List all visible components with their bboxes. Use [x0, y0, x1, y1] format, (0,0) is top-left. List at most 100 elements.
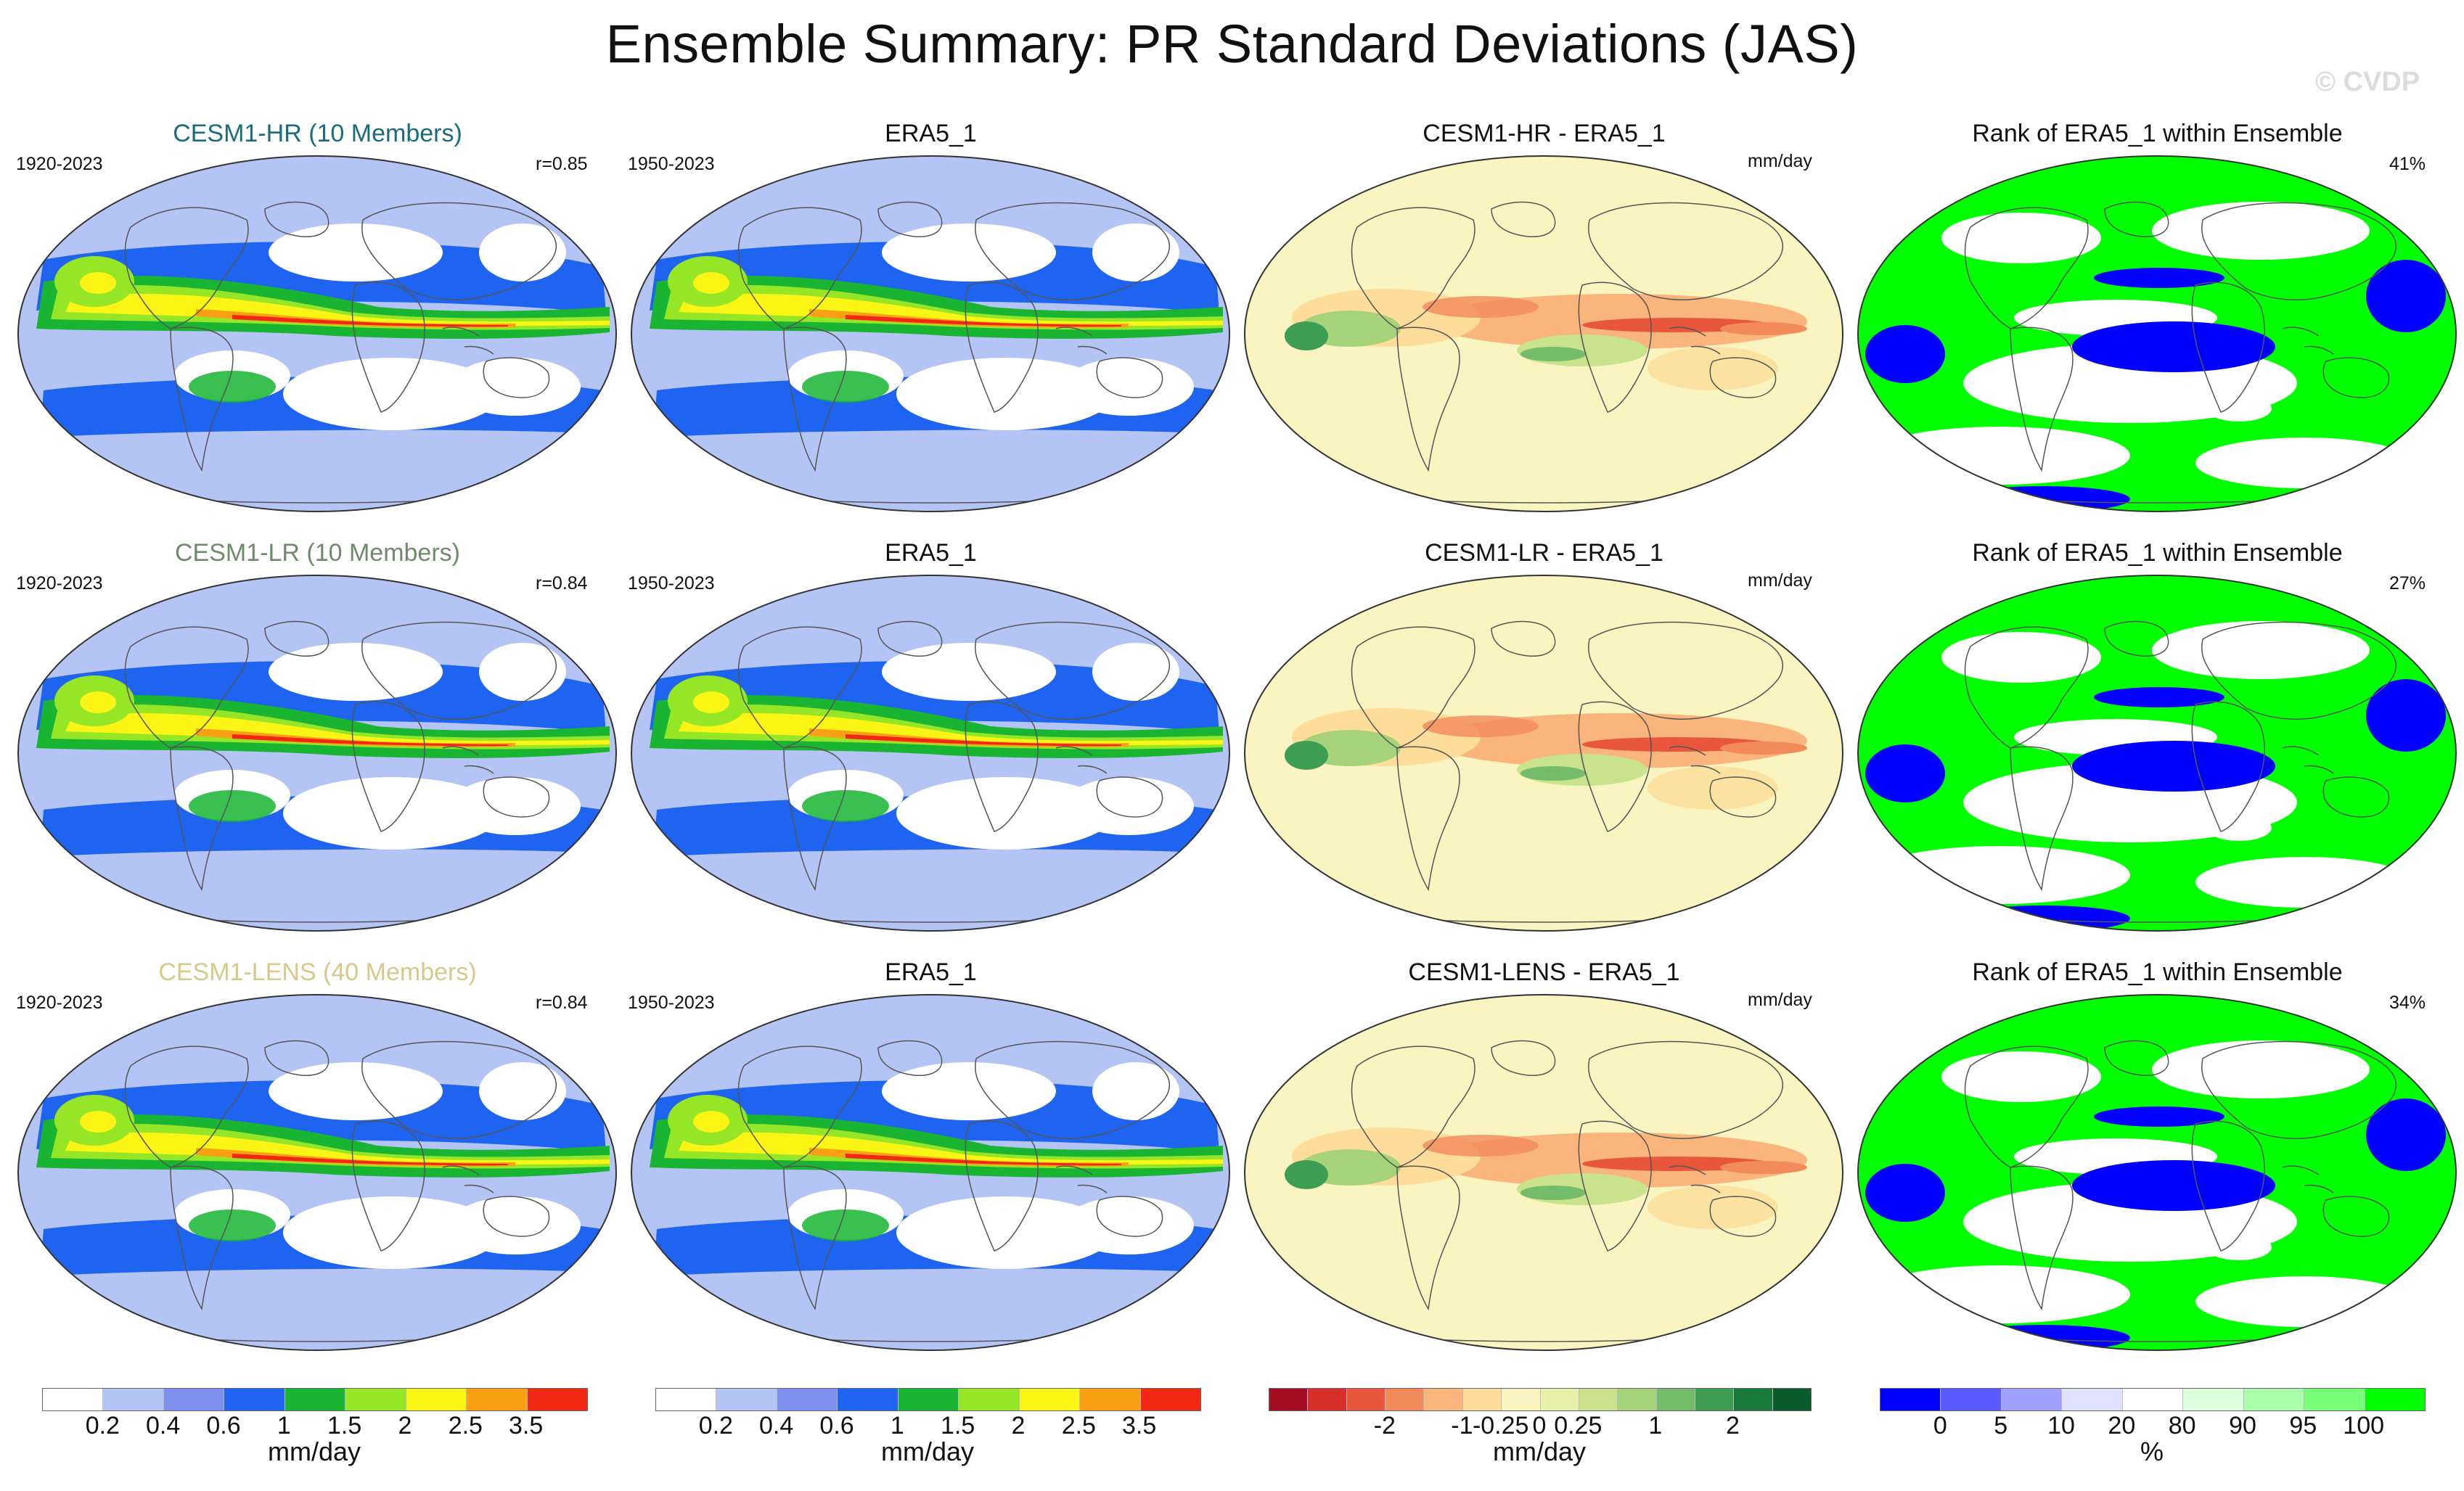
std-colorbar-1-tick-6: 2.5: [448, 1412, 483, 1439]
ensemble-title-row2: CESM1-LR (10 Members): [175, 539, 460, 567]
diff-colorbar-swatch-12: [1734, 1389, 1773, 1410]
diff-colorbar-tick-1: -1: [1451, 1412, 1473, 1439]
std-colorbar-2-swatch-5: [959, 1389, 1020, 1410]
std-colorbar-1-swatch-7: [467, 1389, 528, 1410]
diff-colorbar-swatch-11: [1695, 1389, 1735, 1410]
rank-colorbar: [1880, 1388, 2426, 1411]
rank-colorbar-swatch-1: [1941, 1389, 2002, 1410]
ensemble-period-row3: 1920-2023: [16, 993, 103, 1013]
std-colorbar-units-2: mm/day: [880, 1437, 975, 1466]
rank-colorbar-swatch-4: [2122, 1389, 2184, 1410]
std-colorbar-1: [42, 1388, 588, 1411]
obs-period-row3: 1950-2023: [628, 993, 715, 1013]
std-colorbar-1-swatch-5: [345, 1389, 406, 1410]
std-colorbar-2-swatch-3: [838, 1389, 899, 1410]
diff-colorbar-swatch-2: [1346, 1389, 1386, 1410]
diff-colorbar-swatch-9: [1618, 1389, 1657, 1410]
std-colorbar-1-tick-3: 1: [277, 1412, 291, 1439]
std-colorbar-1-swatch-3: [224, 1389, 285, 1410]
diff-colorbar-ticks: -2 -1 -0.25 0 0.25 1 2: [1269, 1412, 1810, 1441]
obs-period-row1: 1950-2023: [628, 154, 715, 174]
std-colorbar-2: [655, 1388, 1201, 1411]
ensemble-corr-row3: r=0.84: [536, 993, 588, 1013]
ensemble-std-map-row3: [15, 990, 621, 1356]
std-colorbar-1-swatch-1: [103, 1389, 164, 1410]
diff-colorbar-swatch-1: [1308, 1389, 1347, 1410]
std-colorbar-2-tick-0: 0.2: [698, 1412, 733, 1439]
rank-pct-row2: 27%: [2389, 573, 2426, 593]
obs-std-map-row2: [628, 570, 1234, 937]
diff-colorbar-swatch-4: [1424, 1389, 1463, 1410]
obs-std-map-row1: [628, 151, 1234, 517]
diff-colorbar-swatch-7: [1540, 1389, 1579, 1410]
std-colorbar-1-swatch-4: [285, 1389, 346, 1410]
rank-map-row2: [1854, 570, 2460, 937]
std-colorbar-2-swatch-4: [898, 1389, 959, 1410]
ensemble-title-row3: CESM1-LENS (40 Members): [158, 958, 477, 986]
std-colorbar-2-swatch-1: [716, 1389, 777, 1410]
std-colorbar-1-tick-1: 0.4: [146, 1412, 181, 1439]
std-colorbar-1-swatch-0: [43, 1389, 104, 1410]
std-colorbar-2-swatch-2: [777, 1389, 838, 1410]
std-colorbar-2-swatch-0: [656, 1389, 717, 1410]
rank-colorbar-ticks: 0 5 10 20 80 90 95 100: [1880, 1412, 2424, 1441]
diff-colorbar-swatch-10: [1656, 1389, 1695, 1410]
obs-period-row2: 1950-2023: [628, 573, 715, 593]
diff-map-row2: [1241, 570, 1847, 937]
diff-colorbar-units: mm/day: [1492, 1437, 1587, 1466]
rank-title-row1: Rank of ERA5_1 within Ensemble: [1972, 120, 2343, 147]
cvdp-watermark: © CVDP: [2315, 67, 2420, 97]
rank-colorbar-tick-4: 80: [2168, 1412, 2196, 1439]
rank-map-row3: [1854, 990, 2460, 1356]
rank-pct-row1: 41%: [2389, 154, 2426, 174]
std-colorbar-2-swatch-7: [1080, 1389, 1141, 1410]
rank-colorbar-swatch-2: [2001, 1389, 2063, 1410]
diff-colorbar-tick-0: -2: [1373, 1412, 1396, 1439]
diff-colorbar-swatch-6: [1502, 1389, 1541, 1410]
diff-colorbar: [1269, 1388, 1812, 1411]
diff-title-row1: CESM1-HR - ERA5_1: [1423, 120, 1666, 147]
diff-colorbar-swatch-0: [1269, 1389, 1309, 1410]
rank-title-row2: Rank of ERA5_1 within Ensemble: [1972, 539, 2343, 567]
diff-colorbar-tick-3: 0: [1532, 1412, 1547, 1439]
std-colorbar-1-swatch-8: [527, 1389, 587, 1410]
rank-title-row3: Rank of ERA5_1 within Ensemble: [1972, 958, 2343, 986]
std-colorbar-1-tick-0: 0.2: [85, 1412, 120, 1439]
rank-colorbar-tick-1: 5: [1994, 1412, 2008, 1439]
std-colorbar-1-swatch-2: [163, 1389, 225, 1410]
diff-title-row2: CESM1-LR - ERA5_1: [1425, 539, 1663, 567]
diff-units-row1: mm/day: [1748, 151, 1812, 171]
std-colorbar-1-swatch-6: [406, 1389, 467, 1410]
std-colorbar-2-tick-7: 3.5: [1122, 1412, 1157, 1439]
diff-map-row3: [1241, 990, 1847, 1356]
obs-title-row3: ERA5_1: [885, 958, 977, 986]
obs-std-map-row3: [628, 990, 1234, 1356]
rank-colorbar-tick-6: 95: [2289, 1412, 2317, 1439]
std-colorbar-2-tick-6: 2.5: [1061, 1412, 1096, 1439]
std-colorbar-2-tick-1: 0.4: [759, 1412, 794, 1439]
std-colorbar-units-1: mm/day: [267, 1437, 361, 1466]
diff-units-row2: mm/day: [1748, 570, 1812, 591]
std-colorbar-ticks-1: 0.2 0.4 0.6 1 1.5 2 2.5 3.5: [42, 1412, 586, 1441]
ensemble-period-row1: 1920-2023: [16, 154, 103, 174]
std-colorbar-2-swatch-6: [1019, 1389, 1081, 1410]
diff-colorbar-tick-5: 1: [1648, 1412, 1663, 1439]
rank-colorbar-tick-0: 0: [1933, 1412, 1947, 1439]
ensemble-corr-row1: r=0.85: [536, 154, 588, 174]
diff-units-row3: mm/day: [1748, 990, 1812, 1010]
std-colorbar-1-tick-4: 1.5: [327, 1412, 362, 1439]
rank-colorbar-swatch-5: [2183, 1389, 2244, 1410]
rank-map-row1: [1854, 151, 2460, 517]
std-colorbar-2-tick-3: 1: [890, 1412, 904, 1439]
diff-map-row1: [1241, 151, 1847, 517]
ensemble-period-row2: 1920-2023: [16, 573, 103, 593]
rank-colorbar-tick-3: 20: [2108, 1412, 2136, 1439]
std-colorbar-1-tick-7: 3.5: [509, 1412, 544, 1439]
std-colorbar-2-tick-5: 2: [1011, 1412, 1026, 1439]
rank-pct-row3: 34%: [2389, 993, 2426, 1013]
main-title: Ensemble Summary: PR Standard Deviations…: [605, 14, 1859, 74]
diff-colorbar-swatch-8: [1579, 1389, 1618, 1410]
std-colorbar-1-tick-5: 2: [398, 1412, 412, 1439]
rank-colorbar-swatch-7: [2304, 1389, 2365, 1410]
obs-title-row1: ERA5_1: [885, 120, 977, 147]
